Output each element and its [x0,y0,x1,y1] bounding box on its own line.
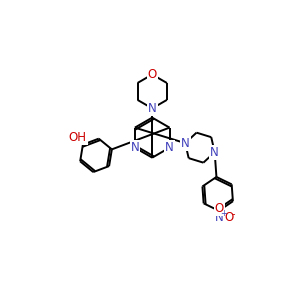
Text: N: N [210,146,219,159]
Text: N: N [181,136,190,150]
Text: -: - [232,209,235,219]
Text: O: O [215,202,224,215]
Text: O: O [225,211,234,224]
Text: +: + [220,209,227,218]
Text: N: N [215,211,224,224]
Text: O: O [148,68,157,81]
Text: N: N [130,141,139,154]
Text: N: N [165,141,174,154]
Text: OH: OH [69,131,87,144]
Text: N: N [148,102,157,115]
